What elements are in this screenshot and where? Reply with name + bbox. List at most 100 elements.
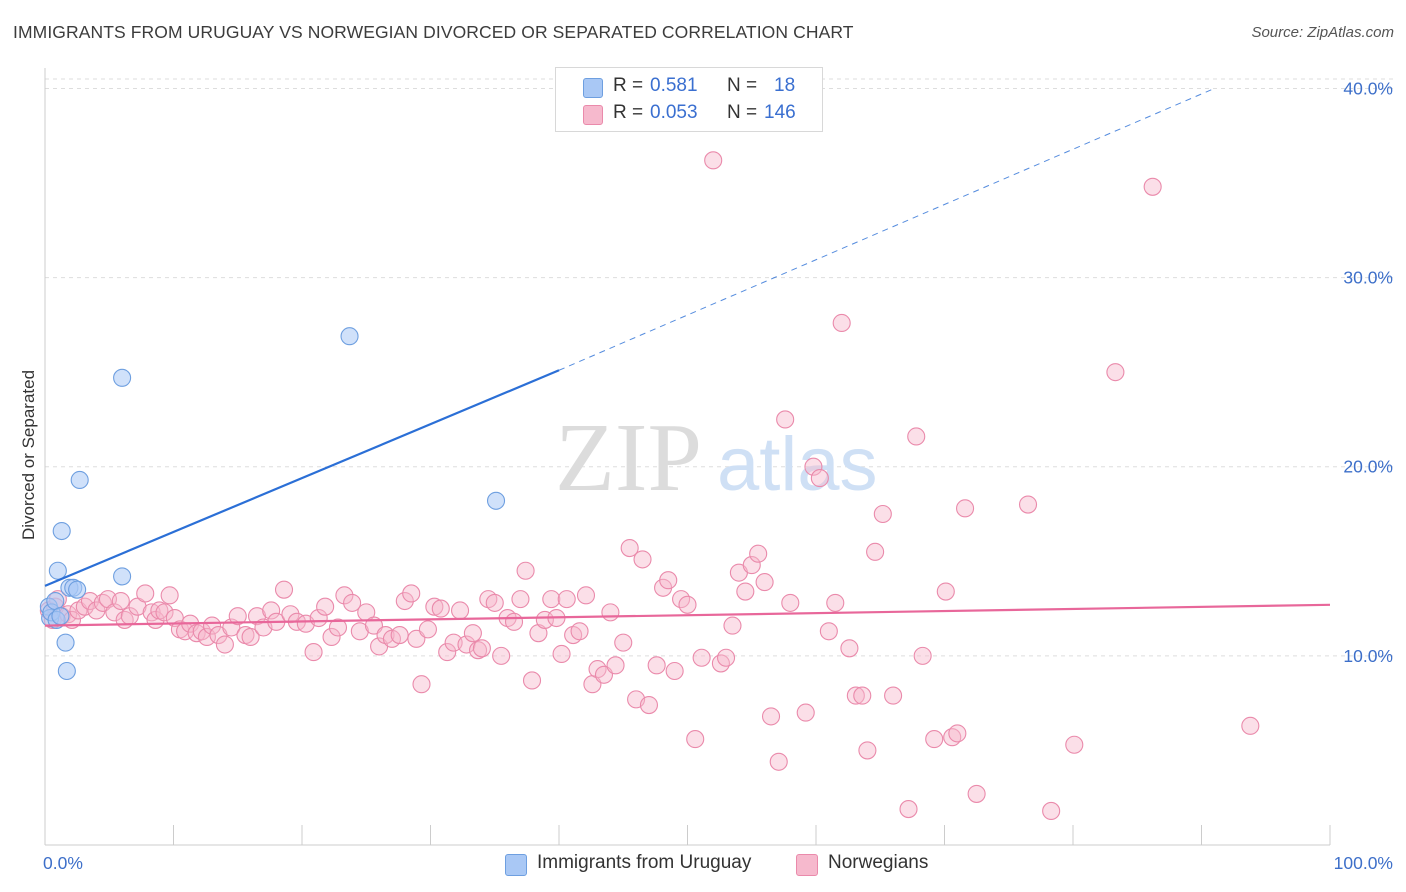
data-point-norwegians [1143, 177, 1162, 196]
data-point-norwegians [858, 741, 877, 760]
data-point-norwegians [948, 724, 967, 743]
y-tick-label: 40.0% [1343, 78, 1393, 98]
data-point-norwegians [1106, 363, 1125, 382]
data-point-norwegians [742, 556, 761, 575]
legend-swatch-blue [583, 78, 603, 98]
data-point-norwegians [899, 800, 918, 819]
y-tick-label: 10.0% [1343, 646, 1393, 666]
watermark-atlas: atlas [717, 422, 878, 507]
data-point-norwegians [633, 550, 652, 569]
data-point-norwegians [810, 469, 829, 488]
data-point-uruguay [340, 327, 359, 346]
data-point-norwegians [781, 593, 800, 612]
data-point-norwegians [511, 590, 530, 609]
data-point-norwegians [1065, 735, 1084, 754]
data-point-norwegians [552, 644, 571, 664]
data-point-norwegians [463, 624, 482, 643]
data-point-norwegians [761, 707, 781, 726]
data-point-uruguay [57, 661, 76, 681]
data-point-norwegians [343, 593, 362, 612]
r-value: 0.581 [650, 75, 698, 96]
data-point-norwegians [601, 603, 620, 622]
data-point-norwegians [136, 584, 155, 603]
data-point-norwegians [228, 607, 247, 626]
data-point-norwegians [457, 635, 476, 654]
chart-title: IMMIGRANTS FROM URUGUAY VS NORWEGIAN DIV… [13, 22, 854, 42]
data-point-norwegians [304, 643, 323, 662]
data-point-norwegians [472, 639, 491, 658]
legend-row-norwegians: R = 0.053 N = 146 [556, 99, 822, 129]
x-tick-label: 100.0% [1334, 853, 1393, 873]
data-point-norwegians [907, 427, 926, 446]
data-point-norwegians [1241, 716, 1260, 735]
data-point-uruguay [70, 470, 89, 490]
data-point-norwegians [431, 599, 450, 618]
data-point-norwegians [522, 671, 542, 690]
data-point-norwegians [840, 639, 859, 658]
trend-line-uruguay [44, 369, 560, 587]
data-point-norwegians [203, 616, 222, 635]
data-point-norwegians [75, 597, 94, 616]
data-point-norwegians [711, 654, 730, 673]
data-point-norwegians [686, 730, 705, 749]
legend-swatch-norwegians [796, 854, 818, 876]
data-point-norwegians [390, 626, 409, 645]
r-label: R = [613, 102, 644, 123]
y-tick-label: 30.0% [1343, 268, 1393, 288]
n-label: N = [727, 75, 758, 96]
data-point-norwegians [692, 648, 711, 667]
n-value: 146 [764, 102, 796, 123]
y-tick-label: 20.0% [1343, 457, 1393, 477]
data-point-norwegians [639, 695, 659, 715]
legend-row-uruguay: R = 0.581 N = 18 [556, 72, 822, 102]
data-point-norwegians [665, 661, 684, 681]
data-point-norwegians [606, 656, 625, 675]
data-point-norwegians [328, 618, 348, 637]
legend-label-norwegians: Norwegians [828, 852, 929, 873]
data-point-norwegians [853, 686, 872, 705]
data-point-norwegians [716, 648, 736, 667]
trend-line-norwegians [44, 603, 1331, 627]
tick-labels: 10.0% 20.0% 30.0% 40.0% 0.0% 100.0% [43, 78, 1393, 873]
data-point-uruguay [113, 368, 132, 387]
data-point-norwegians [516, 561, 535, 580]
data-point-norwegians [485, 593, 504, 612]
data-point-norwegians [425, 597, 444, 616]
data-point-uruguay [56, 633, 75, 652]
x-tick-label: 0.0% [43, 853, 83, 873]
data-point-norwegians [884, 686, 903, 705]
data-point-norwegians [620, 539, 639, 558]
data-point-uruguay [68, 580, 87, 599]
data-point-norwegians [215, 635, 234, 654]
data-point-norwegians [749, 544, 768, 563]
data-point-norwegians [873, 504, 892, 524]
data-point-norwegians [776, 410, 795, 429]
legend-swatch-pink [583, 105, 603, 125]
data-point-norwegians [614, 633, 633, 652]
data-point-uruguay [113, 567, 132, 586]
data-point-norwegians [262, 601, 281, 620]
data-point-norwegians [866, 542, 885, 561]
data-point-norwegians [755, 573, 774, 592]
data-point-norwegians [913, 646, 932, 665]
data-point-norwegians [796, 703, 815, 722]
data-point-norwegians [241, 627, 260, 647]
data-point-norwegians [647, 656, 666, 675]
data-point-uruguay [486, 491, 506, 510]
source-credit: Source: ZipAtlas.com [1251, 24, 1394, 41]
r-label: R = [613, 75, 644, 96]
data-point-norwegians [438, 643, 457, 662]
data-point-uruguay [52, 521, 71, 541]
data-point-norwegians [418, 620, 437, 639]
r-value: 0.053 [650, 102, 698, 123]
data-point-norwegians [335, 586, 354, 605]
data-point-norwegians [542, 590, 561, 609]
data-point-norwegians [819, 622, 838, 641]
trend-line-uruguay-extension [558, 87, 1215, 371]
data-point-norwegians [535, 610, 554, 629]
trend-lines [44, 87, 1331, 627]
data-point-norwegians [322, 627, 341, 647]
data-point-uruguay [46, 591, 65, 611]
data-point-norwegians [659, 571, 678, 590]
